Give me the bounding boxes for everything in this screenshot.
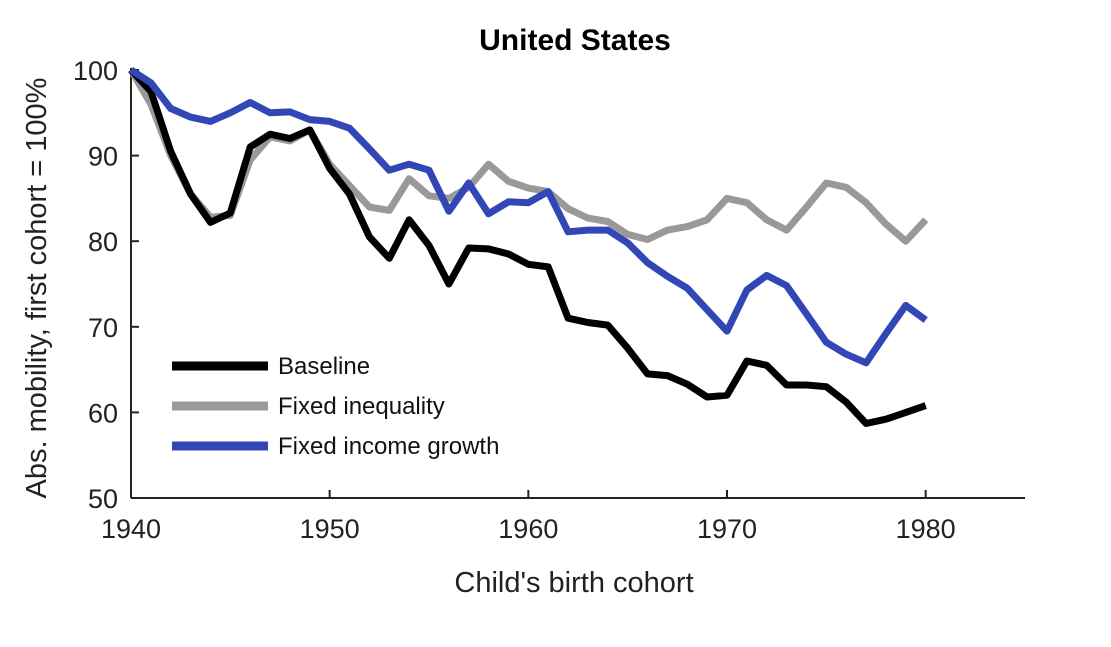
series-line-baseline (128, 67, 927, 427)
y-tick-label: 100 (73, 56, 118, 86)
y-axis-label: Abs. mobility, first cohort = 100% (21, 78, 53, 499)
y-tick-label: 90 (88, 142, 118, 172)
y-tick-label: 60 (88, 398, 118, 428)
chart-title: United States (479, 24, 671, 57)
series-line-fixed-income-growth (129, 67, 928, 367)
x-tick-label: 1950 (300, 514, 360, 544)
x-tick-label: 1970 (697, 514, 757, 544)
series-lines (127, 67, 929, 427)
x-axis-label: Child's birth cohort (454, 567, 693, 599)
x-tick-label: 1940 (101, 514, 161, 544)
series-line-fixed-inequality (127, 68, 929, 245)
axes (130, 68, 1025, 499)
y-axis-ticks: 50 60 70 80 90 100 (73, 56, 139, 514)
legend: Baseline Fixed inequality Fixed income gro… (172, 353, 499, 460)
x-tick-label: 1980 (896, 514, 956, 544)
x-axis-ticks: 1940 1950 1960 1970 1980 (101, 490, 956, 544)
y-tick-label: 50 (88, 484, 118, 514)
x-tick-label: 1960 (498, 514, 558, 544)
legend-label-fixed-income-growth: Fixed income growth (278, 433, 499, 460)
y-tick-label: 80 (88, 227, 118, 257)
legend-label-fixed-inequality: Fixed inequality (278, 393, 445, 420)
legend-label-baseline: Baseline (278, 353, 370, 380)
y-tick-label: 70 (88, 313, 118, 343)
